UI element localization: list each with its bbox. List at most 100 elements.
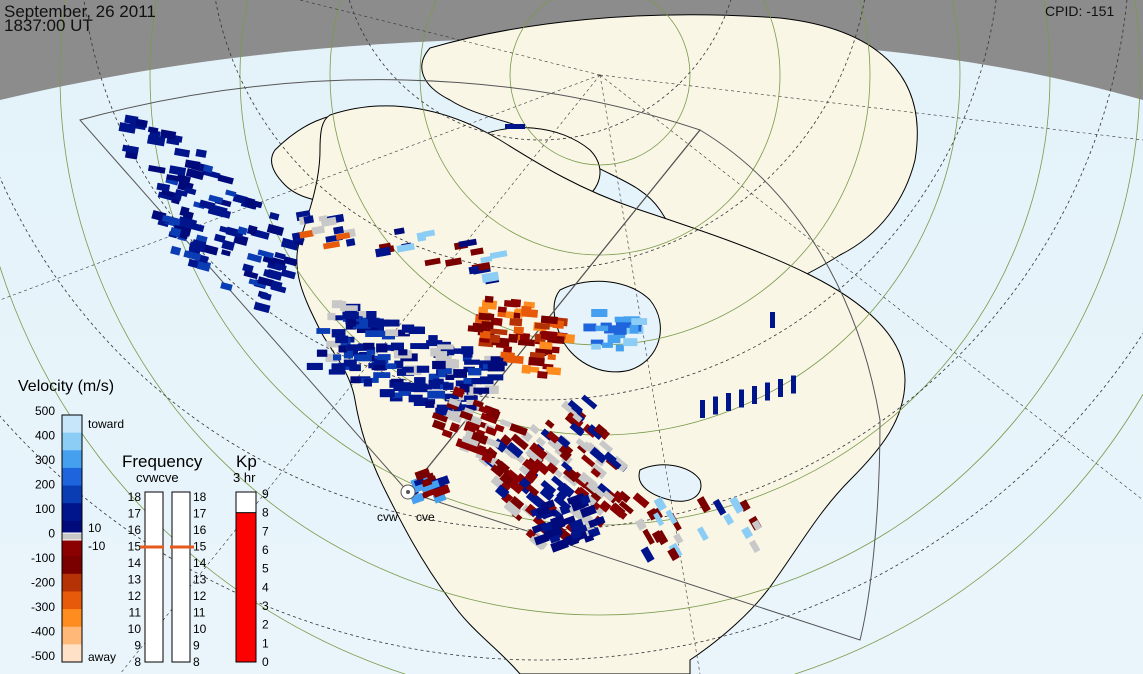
velocity-cell	[175, 188, 188, 198]
velocity-cell	[202, 164, 214, 173]
velocity-cell	[391, 378, 404, 386]
kp-tick-label: 2	[262, 618, 269, 632]
velocity-cell	[422, 229, 436, 238]
cvw-frequency-tick: 13	[128, 573, 142, 587]
velocity-cell	[497, 306, 507, 313]
velocity-cell	[365, 330, 383, 337]
velocity-cell	[383, 363, 397, 369]
velocity-cell	[320, 216, 337, 227]
velocity-cell	[560, 400, 579, 417]
velocity-cell	[343, 359, 357, 367]
velocity-cell	[280, 269, 296, 280]
velocity-tick-label: 100	[35, 502, 55, 516]
velocity-cell	[520, 477, 531, 488]
velocity-cell	[615, 344, 624, 352]
velocity-cell	[428, 373, 440, 381]
velocity-cell	[489, 250, 508, 260]
velocity-cell	[534, 322, 551, 330]
velocity-cell	[505, 311, 515, 319]
velocity-cell	[360, 325, 378, 333]
velocity-cell	[489, 328, 508, 336]
cvw-frequency-tick: 10	[128, 622, 142, 636]
velocity-cell	[509, 423, 528, 436]
velocity-cell	[478, 405, 492, 415]
velocity-cell	[551, 475, 566, 490]
velocity-cell	[494, 424, 505, 433]
velocity-cells	[118, 114, 796, 563]
velocity-cell	[431, 412, 449, 423]
velocity-tick-label: 300	[35, 453, 55, 467]
velocity-cell	[396, 242, 415, 253]
velocity-cell	[588, 515, 606, 528]
frequency-title: Frequency	[122, 452, 203, 471]
velocity-cell	[537, 371, 548, 379]
velocity-cell	[765, 382, 770, 401]
radar-sites: cvw cve	[377, 484, 435, 524]
velocity-cell	[464, 359, 480, 365]
velocity-cell	[503, 355, 515, 363]
velocity-colorbar-segment	[62, 644, 82, 663]
cve-frequency-tick: 18	[193, 490, 207, 504]
velocity-cell	[499, 418, 512, 428]
velocity-cell	[581, 454, 596, 468]
velocity-cell	[470, 247, 484, 256]
velocity-cell	[569, 421, 585, 436]
velocity-cell	[614, 316, 632, 323]
velocity-cell	[273, 262, 287, 272]
velocity-cell	[487, 374, 504, 381]
velocity-cell	[463, 407, 474, 416]
velocity-cell	[168, 165, 187, 176]
velocity-cell	[345, 238, 356, 247]
velocity-cell	[566, 412, 584, 428]
velocity-cell	[570, 530, 582, 540]
velocity-colorbar-segment	[62, 556, 82, 575]
velocity-cell	[508, 502, 522, 515]
velocity-cell	[435, 351, 448, 359]
velocity-cell	[547, 354, 556, 361]
velocity-legend-title: Velocity (m/s)	[18, 378, 114, 395]
gs-upper-label: 10	[88, 521, 102, 535]
velocity-cell	[615, 320, 632, 328]
cve-frequency-box	[171, 491, 191, 663]
velocity-cell	[500, 434, 513, 447]
velocity-cell	[561, 461, 573, 473]
velocity-cell	[522, 458, 540, 476]
cvw-frequency-tick: 8	[134, 655, 141, 669]
velocity-cell	[448, 397, 461, 407]
velocity-cell	[373, 324, 384, 333]
velocity-cell	[213, 233, 226, 243]
velocity-cell	[306, 362, 323, 370]
velocity-cell	[460, 395, 478, 402]
velocity-cell	[448, 348, 465, 354]
kp-tick-label: 0	[262, 655, 269, 669]
velocity-cell	[374, 246, 391, 258]
velocity-cell	[640, 546, 655, 563]
velocity-cell	[349, 364, 361, 372]
velocity-cell	[653, 512, 665, 527]
kp-title: Kp	[236, 452, 257, 471]
velocity-cell	[550, 538, 570, 553]
velocity-cell	[220, 281, 233, 292]
velocity-cell	[169, 226, 182, 238]
velocity-cell	[586, 477, 598, 488]
velocity-cell	[160, 129, 177, 140]
velocity-cell	[270, 280, 283, 292]
velocity-cell	[146, 134, 166, 147]
velocity-cell	[516, 480, 531, 495]
kp-fill-bar	[235, 512, 257, 663]
velocity-cell	[484, 385, 499, 394]
velocity-tick-label: -100	[31, 551, 55, 565]
velocity-cell	[505, 124, 525, 129]
velocity-tick-labels: 500 400 300 200 100 0 -100 -200 -300 -400 -500	[31, 404, 55, 663]
velocity-tick-label: 200	[35, 478, 55, 492]
velocity-cell	[166, 137, 180, 146]
velocity-cell	[246, 200, 258, 210]
velocity-cell	[485, 426, 498, 437]
velocity-cell	[283, 256, 298, 267]
velocity-cell	[431, 419, 446, 431]
velocity-cell	[464, 378, 482, 385]
cve-frequency-tick: 15	[193, 540, 207, 554]
velocity-cell	[472, 322, 484, 333]
velocity-cell	[523, 366, 540, 373]
cve-frequency-tick: 8	[193, 655, 200, 669]
